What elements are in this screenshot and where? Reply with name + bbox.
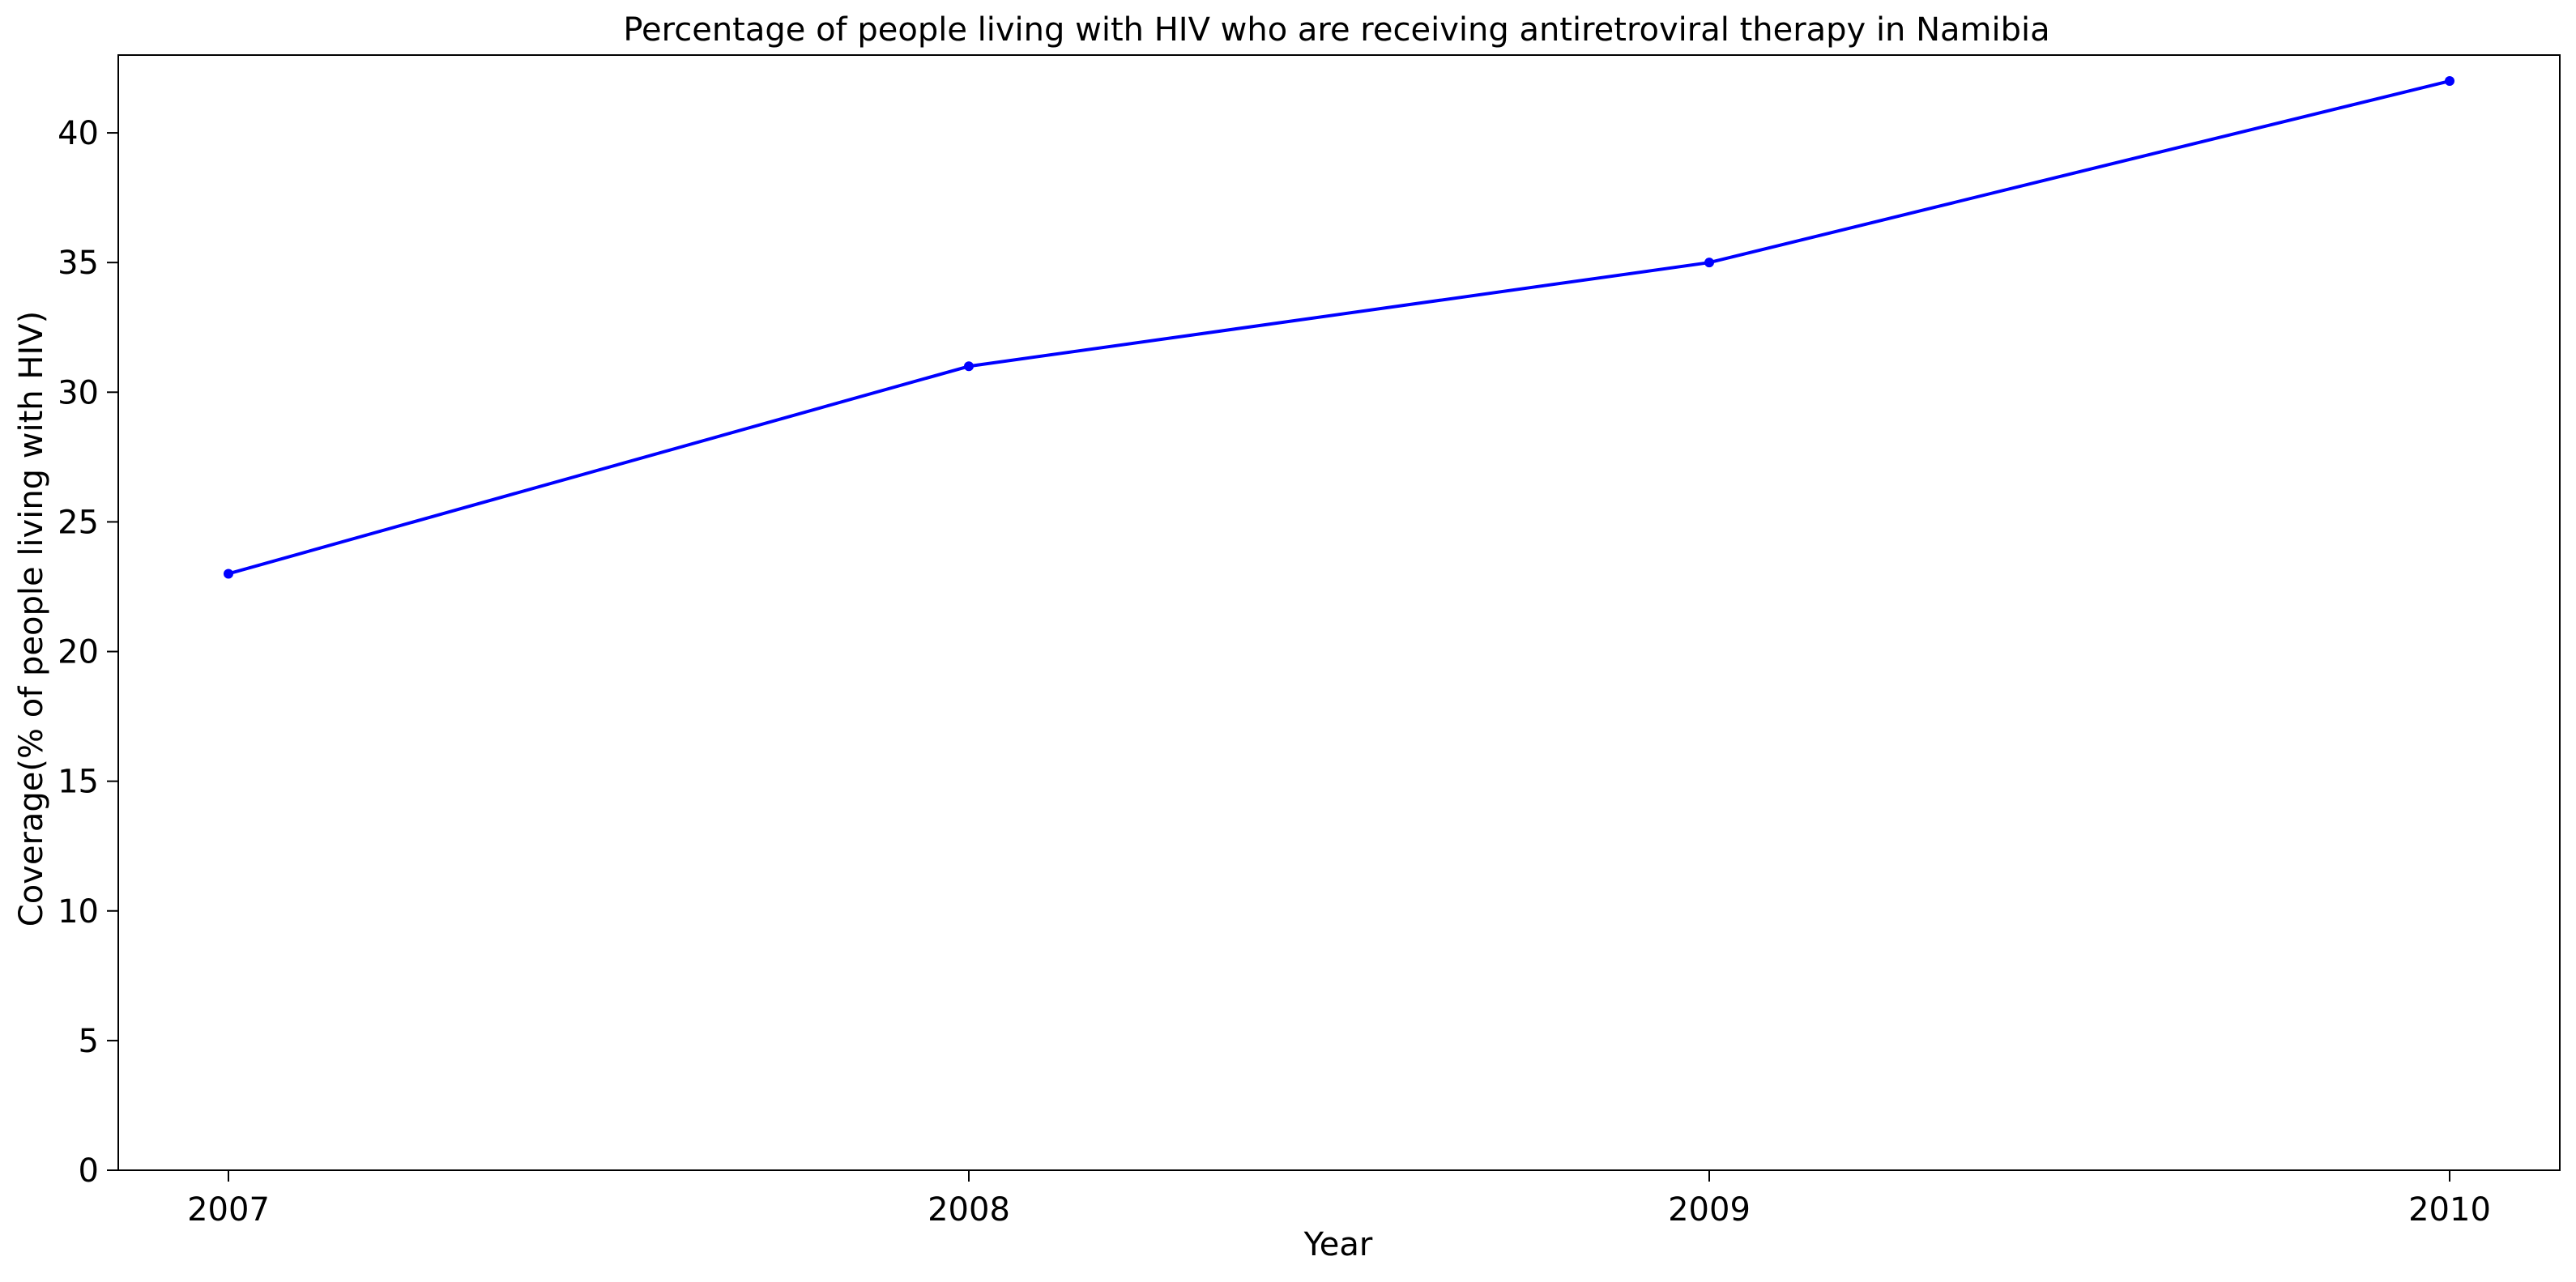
y-axis-label: Coverage(% of people living with HIV) [13,311,50,926]
x-tick-label: 2009 [1668,1191,1751,1229]
data-point [1704,258,1714,268]
series-layer [224,76,2454,579]
y-tick-label: 0 [79,1152,99,1190]
y-tick-label: 25 [58,504,99,541]
data-point [964,361,974,372]
x-tick-label: 2007 [187,1191,270,1229]
y-tick-label: 5 [79,1023,99,1060]
chart-title: Percentage of people living with HIV who… [623,11,2049,49]
y-tick-label: 30 [58,374,99,411]
plot-frame [117,54,2561,1171]
x-tick-label: 2008 [928,1191,1010,1229]
y-tick-label: 40 [58,115,99,152]
x-axis-ticks: 2007 2008 2009 2010 [187,1170,2491,1229]
y-tick-label: 10 [58,893,99,931]
data-point [224,569,233,579]
plot-border [117,54,2561,1171]
y-axis-ticks: 0 5 10 15 20 25 30 35 40 [58,115,118,1190]
x-tick-label: 2010 [2408,1191,2491,1229]
y-tick-label: 20 [58,634,99,671]
data-point [2445,76,2454,87]
series-line [227,79,2451,576]
x-axis-label: Year [1303,1226,1373,1263]
y-tick-label: 15 [58,764,99,801]
y-tick-label: 35 [58,245,99,282]
